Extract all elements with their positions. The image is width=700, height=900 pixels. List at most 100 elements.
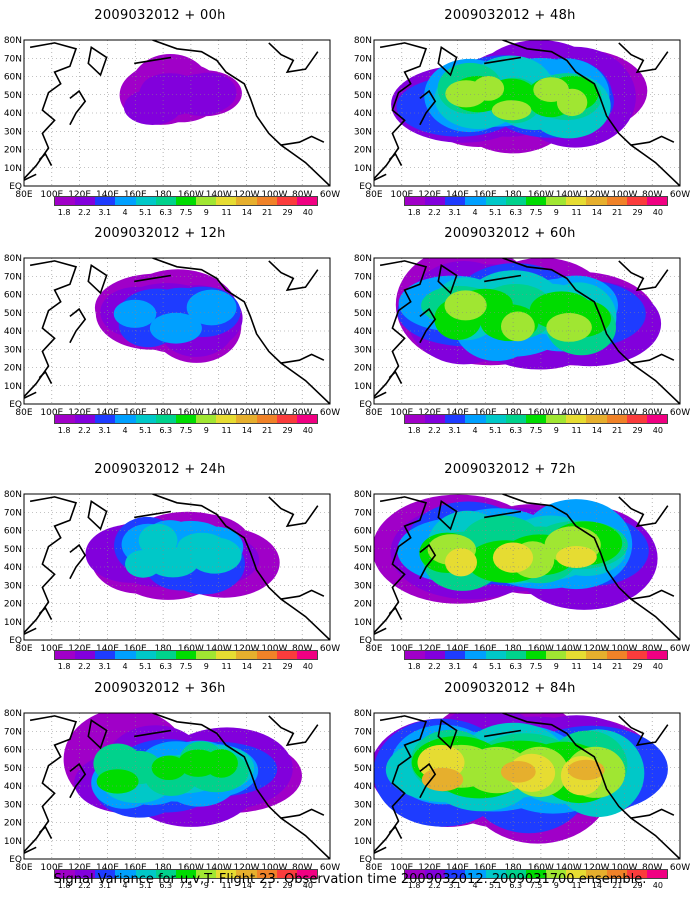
- colorbar-swatch: [55, 415, 76, 423]
- colorbar-label: 3.1: [448, 426, 462, 435]
- colorbar-swatch: [196, 870, 217, 878]
- latitude-tick-label: EQ: [9, 182, 22, 192]
- colorbar-label: 4: [472, 662, 478, 671]
- colorbar: [54, 869, 318, 879]
- latitude-tick-label: 50N: [4, 545, 22, 555]
- colorbar-label: 5.1: [489, 881, 502, 890]
- longitude-tick-label: 60W: [670, 863, 690, 873]
- panel-title: 2009032012 + 00h: [94, 8, 226, 23]
- colorbar-swatch: [236, 415, 257, 423]
- longitude-tick-label: 60W: [670, 408, 690, 418]
- latitude-tick-label: 80N: [4, 490, 22, 500]
- longitude-tick-label: 100E: [40, 644, 63, 654]
- longitude-tick-label: 180: [504, 408, 521, 418]
- colorbar-label: 7.5: [529, 662, 543, 671]
- colorbar-label: 14: [591, 881, 603, 890]
- grid-lines: [24, 713, 330, 859]
- colorbar-label: 2.2: [428, 426, 441, 435]
- colorbar-swatch: [445, 197, 466, 205]
- colorbar-label: 9: [553, 426, 559, 435]
- longitude-tick-label: 160W: [528, 408, 554, 418]
- longitude-tick-label: 60W: [670, 644, 690, 654]
- longitude-tick-label: 180: [504, 190, 521, 200]
- map-panel: 2009032012 + 60h 80N 70N 60N 50N 40N 30N 20N 10N…: [350, 218, 690, 440]
- colorbar-label: 21: [612, 426, 623, 435]
- colorbar-label: 21: [262, 662, 273, 671]
- colorbar-swatch: [525, 870, 547, 878]
- colorbar-label: 4: [122, 662, 128, 671]
- colorbar-swatch: [95, 415, 116, 423]
- colorbar-label: 14: [591, 208, 603, 217]
- colorbar-label: 7.5: [529, 881, 543, 890]
- longitude-tick-label: 140W: [556, 644, 582, 654]
- colorbar-label: 11: [571, 881, 582, 890]
- longitude-tick-label: 120W: [584, 408, 610, 418]
- colorbar-label: 3.1: [98, 208, 112, 217]
- colorbar-labels: 1.8 2.2 3.1 4 5.1 6.3 7.5 9 11 14 21 29 40: [404, 881, 668, 891]
- colorbar-swatch: [55, 197, 76, 205]
- latitude-tick-label: 70N: [354, 54, 372, 64]
- colorbar-swatch: [505, 415, 526, 423]
- latitude-tick-label: EQ: [9, 636, 22, 646]
- colorbar-swatch: [626, 870, 647, 878]
- colorbar-label: 21: [612, 208, 623, 217]
- colorbar-swatch: [505, 651, 526, 659]
- colorbar-swatch: [196, 651, 217, 659]
- longitude-tick-label: 100W: [611, 190, 637, 200]
- map-frame: [373, 39, 681, 187]
- colorbar-label: 29: [632, 426, 643, 435]
- colorbar-label: 4: [122, 881, 128, 890]
- colorbar-swatch: [115, 197, 136, 205]
- colorbar-swatch: [216, 870, 237, 878]
- latitude-tick-label: 40N: [4, 563, 22, 573]
- colorbar-label: 29: [282, 881, 293, 890]
- longitude-tick-label: 180: [154, 190, 171, 200]
- latitude-tick-label: 20N: [4, 364, 22, 374]
- colorbar-swatch: [115, 415, 136, 423]
- latitude-tick-label: 10N: [4, 837, 22, 847]
- colorbar-swatch: [236, 870, 257, 878]
- longitude-tick-label: 120W: [234, 408, 260, 418]
- colorbar-label: 11: [221, 881, 232, 890]
- colorbar-swatch: [465, 197, 486, 205]
- colorbar-label: 7.5: [529, 208, 543, 217]
- longitude-tick-label: 80E: [15, 408, 32, 418]
- latitude-tick-label: 40N: [4, 327, 22, 337]
- colorbar-label: 6.3: [159, 208, 173, 217]
- longitude-tick-label: 160W: [178, 644, 204, 654]
- colorbar: [404, 414, 668, 424]
- colorbar-label: 2.2: [78, 881, 91, 890]
- coastlines: [24, 494, 330, 640]
- colorbar-swatch: [115, 870, 136, 878]
- colorbar-swatch: [425, 651, 446, 659]
- map-frame: [373, 493, 681, 641]
- latitude-tick-label: 60N: [354, 291, 372, 301]
- colorbar-swatch: [135, 651, 156, 659]
- colorbar-swatch: [525, 651, 547, 659]
- colorbar-label: 2.2: [428, 881, 441, 890]
- longitude-tick-label: 160W: [528, 190, 554, 200]
- grid-lines: [374, 40, 680, 186]
- longitude-tick-label: 120E: [68, 190, 91, 200]
- colorbar-label: 29: [632, 881, 643, 890]
- colorbar-label: 6.3: [509, 881, 523, 890]
- longitude-tick-label: 120E: [68, 408, 91, 418]
- panel-title: 2009032012 + 84h: [444, 681, 576, 696]
- map-frame: [373, 257, 681, 405]
- latitude-tick-label: 40N: [354, 782, 372, 792]
- panel-title: 2009032012 + 72h: [444, 462, 576, 477]
- colorbar-swatch: [546, 197, 567, 205]
- longitude-tick-label: 100W: [611, 863, 637, 873]
- colorbar-label: 5.1: [489, 208, 502, 217]
- latitude-tick-label: 20N: [354, 819, 372, 829]
- colorbar-swatch: [405, 651, 426, 659]
- colorbar-label: 6.3: [509, 662, 523, 671]
- colorbar-labels: 1.8 2.2 3.1 4 5.1 6.3 7.5 9 11 14 21 29 40: [404, 662, 668, 672]
- colorbar-label: 40: [652, 208, 663, 217]
- colorbar-swatch: [566, 197, 587, 205]
- colorbar-swatch: [75, 197, 96, 205]
- latitude-tick-label: 70N: [4, 54, 22, 64]
- variance-field: [374, 713, 668, 844]
- grid-lines: [374, 713, 680, 859]
- longitude-tick-label: 160E: [124, 408, 147, 418]
